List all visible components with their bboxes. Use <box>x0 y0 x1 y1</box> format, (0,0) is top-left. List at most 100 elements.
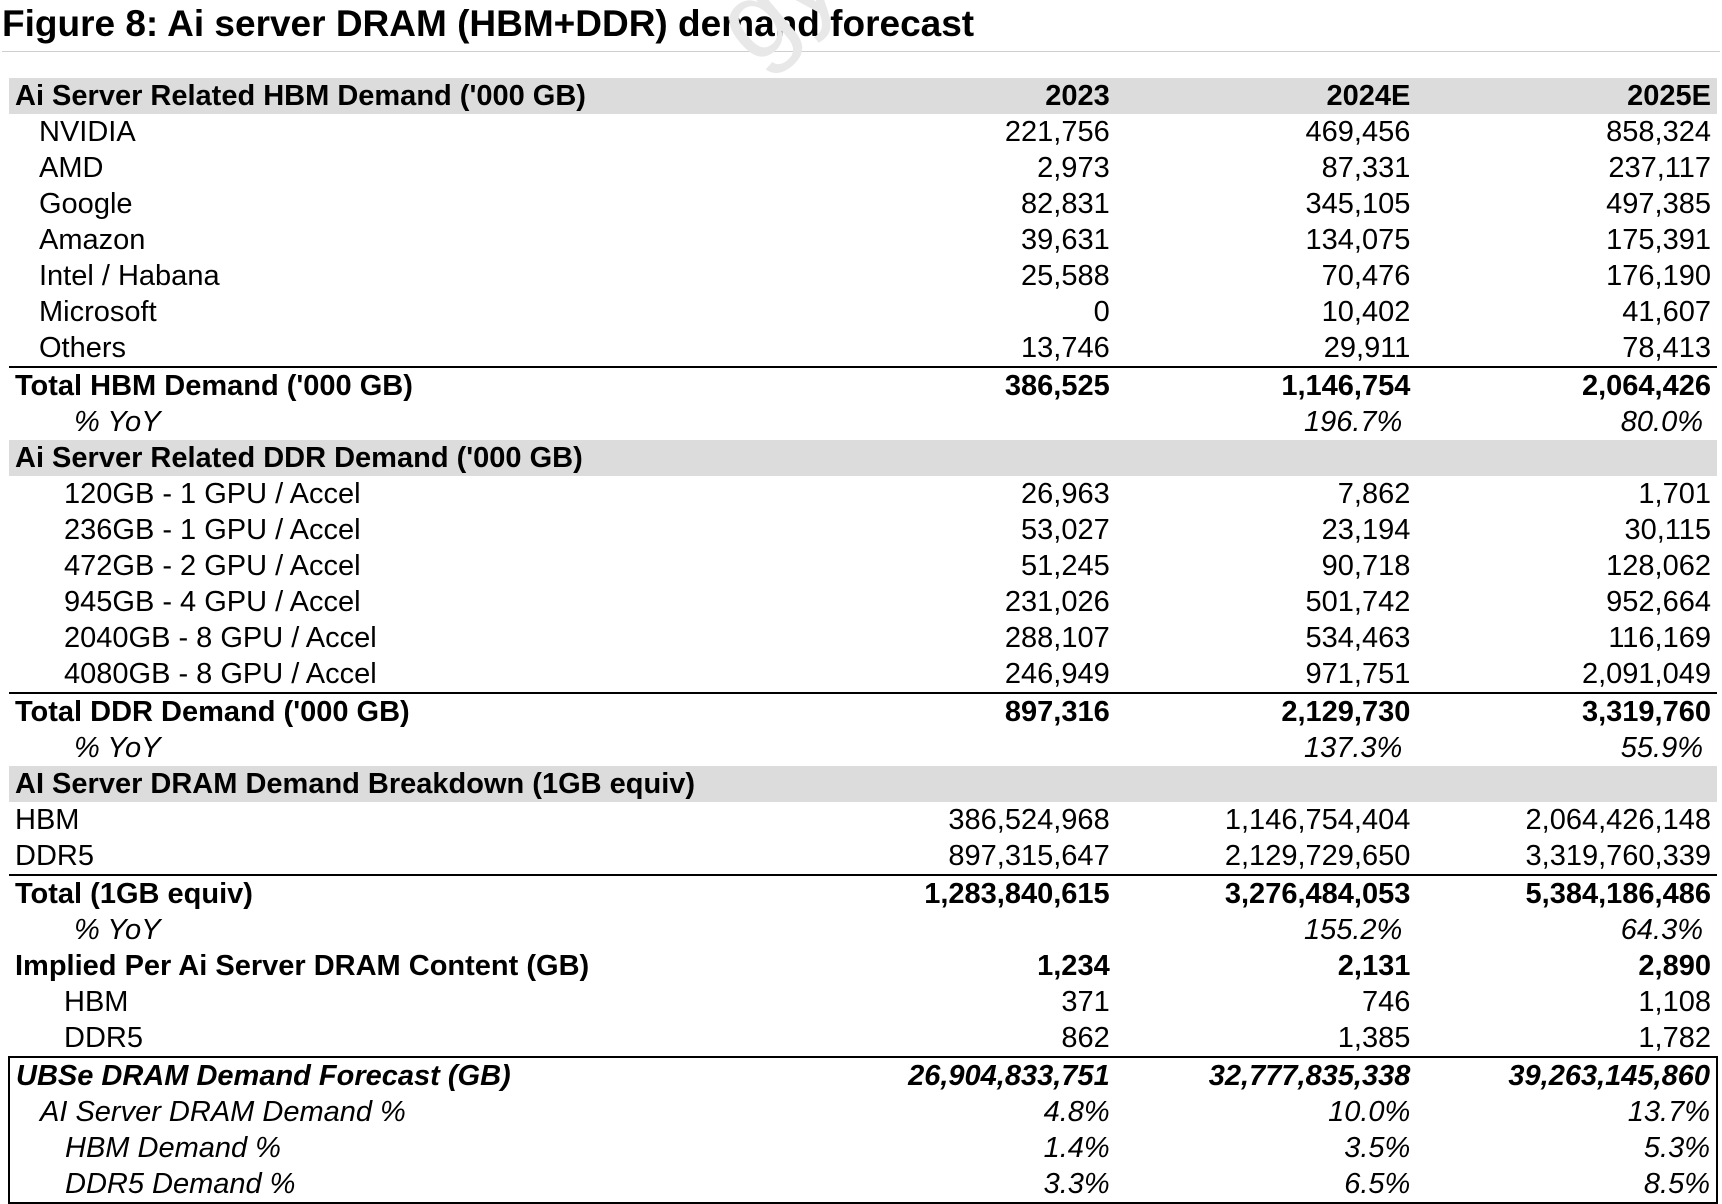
forecast-row: AI Server DRAM Demand % 4.8% 10.0% 13.7% <box>7 1094 1718 1130</box>
row-label: Microsoft <box>39 295 157 328</box>
cell-value: 8.5% <box>1416 1166 1718 1204</box>
cell-value: 2023 <box>889 78 1116 114</box>
row-label: AI Server DRAM Demand Breakdown (1GB equ… <box>9 766 890 802</box>
cell-value: 80.0% <box>1620 405 1703 438</box>
cell-value: 237,117 <box>1608 151 1711 184</box>
table-row: DDR5 862 1,385 1,782 <box>9 1020 1717 1057</box>
cell-value: 3.5% <box>1344 1131 1411 1164</box>
row-label: HBM Demand % <box>7 1130 890 1166</box>
table-row: 945GB - 4 GPU / Accel 231,026 501,742 952,6… <box>9 584 1717 620</box>
cell-value: 1,283,840,615 <box>889 874 1116 912</box>
cell-value: 2,973 <box>1037 151 1110 184</box>
cell-value: 3,319,760 <box>1416 692 1717 730</box>
cell-value: 746 <box>1361 985 1411 1018</box>
cell-value: 78,413 <box>1622 331 1711 364</box>
table-row: DDR5 897,315,647 2,129,729,650 3,319,760,33… <box>9 838 1717 875</box>
forecast-row: DDR5 Demand % 3.3% 6.5% 8.5% <box>7 1166 1718 1204</box>
cell-value <box>1416 766 1717 802</box>
cell-value: 55.9% <box>1620 731 1703 764</box>
cell-value: 2,131 <box>1337 949 1411 982</box>
cell-value: 858,324 <box>1606 115 1711 148</box>
cell-value: 1,234 <box>1037 949 1110 982</box>
cell-value: 176,190 <box>1606 259 1711 292</box>
cell-value: 2,064,426,148 <box>1525 803 1711 836</box>
cell-value <box>1416 440 1717 476</box>
cell-value: 196.7% <box>1303 405 1403 438</box>
cell-value: 2025E <box>1416 78 1717 114</box>
table-row: 472GB - 2 GPU / Accel 51,245 90,718 128,062 <box>9 548 1717 584</box>
cell-value: 3,319,760,339 <box>1525 839 1711 872</box>
cell-value: 41,607 <box>1622 295 1711 328</box>
row-label: Others <box>39 331 127 364</box>
cell-value: 1,385 <box>1337 1021 1411 1054</box>
cell-value: 897,316 <box>889 692 1116 730</box>
cell-value: 2,890 <box>1638 949 1711 982</box>
cell-value: 534,463 <box>1305 621 1411 654</box>
cell-value: 116,169 <box>1608 621 1711 654</box>
cell-value: 39,263,145,860 <box>1416 1056 1718 1094</box>
cell-value: 897,315,647 <box>948 839 1110 872</box>
dram-demand-table: Ai Server Related HBM Demand ('000 GB) 20… <box>7 78 1718 1204</box>
cell-value: 13.7% <box>1416 1094 1718 1130</box>
table-row: 2040GB - 8 GPU / Accel 288,107 534,463 116,… <box>9 620 1717 656</box>
cell-value: 469,456 <box>1305 115 1411 148</box>
cell-value: 862 <box>1061 1021 1110 1054</box>
cell-value: 2,129,730 <box>1115 692 1417 730</box>
row-label: AMD <box>39 151 104 184</box>
forecast-header-row: UBSe DRAM Demand Forecast (GB) 26,904,833… <box>7 1056 1718 1094</box>
row-label: 2040GB - 8 GPU / Accel <box>64 621 377 654</box>
cell-value: 1,782 <box>1638 1021 1711 1054</box>
row-label: 945GB - 4 GPU / Accel <box>64 585 361 618</box>
yoy-row-breakdown: % YoY 155.2% 64.3% <box>9 912 1717 948</box>
cell-value: 0 <box>1093 295 1110 328</box>
cell-value: 952,664 <box>1606 585 1711 618</box>
table-row: HBM 371 746 1,108 <box>9 984 1717 1020</box>
table-row: NVIDIA 221,756 469,456 858,324 <box>9 114 1717 150</box>
cell-value: 10.0% <box>1328 1095 1411 1128</box>
row-label: AI Server DRAM Demand % <box>7 1094 890 1130</box>
cell-value <box>1115 766 1417 802</box>
cell-value: 2,129,729,650 <box>1224 839 1411 872</box>
row-label: DDR5 <box>15 839 94 872</box>
section-header-hbm: Ai Server Related HBM Demand ('000 GB) 20… <box>9 78 1717 114</box>
cell-value: 64.3% <box>1620 913 1703 946</box>
cell-value: 82,831 <box>1021 187 1110 220</box>
cell-value: 39,631 <box>1021 223 1110 256</box>
section-header-ddr: Ai Server Related DDR Demand ('000 GB) <box>9 440 1717 476</box>
cell-value <box>889 912 1116 948</box>
cell-value: 155.2% <box>1303 913 1403 946</box>
cell-value: 6.5% <box>1115 1166 1417 1204</box>
cell-value: 3.3% <box>889 1166 1116 1204</box>
row-label: % YoY <box>74 731 161 764</box>
cell-value: 5.3% <box>1416 1130 1718 1166</box>
row-label: 4080GB - 8 GPU / Accel <box>64 657 377 690</box>
cell-value: 30,115 <box>1624 513 1711 546</box>
cell-value <box>889 766 1116 802</box>
forecast-row: HBM Demand % 1.4% 3.5% 5.3% <box>7 1130 1718 1166</box>
row-label: 472GB - 2 GPU / Accel <box>64 549 361 582</box>
row-label: NVIDIA <box>39 115 136 148</box>
cell-value <box>889 730 1116 766</box>
row-label: Total HBM Demand ('000 GB) <box>9 366 890 404</box>
total-row-breakdown: Total (1GB equiv) 1,283,840,615 3,276,484,… <box>9 874 1717 912</box>
cell-value: 70,476 <box>1321 259 1411 292</box>
row-label: DDR5 Demand % <box>7 1166 890 1204</box>
table-row: Microsoft 0 10,402 41,607 <box>9 294 1717 330</box>
cell-value: 1,146,754,404 <box>1224 803 1411 836</box>
row-label: Intel / Habana <box>39 259 220 292</box>
cell-value: 32,777,835,338 <box>1115 1056 1417 1094</box>
cell-value: 26,904,833,751 <box>889 1056 1116 1094</box>
table-row: 236GB - 1 GPU / Accel 53,027 23,194 30,115 <box>9 512 1717 548</box>
cell-value: 231,026 <box>1004 585 1110 618</box>
table-body: Ai Server Related HBM Demand ('000 GB) 20… <box>7 78 1718 1204</box>
cell-value: 53,027 <box>1021 513 1110 546</box>
cell-value: 2,091,049 <box>1581 657 1711 690</box>
table-row: 4080GB - 8 GPU / Accel 246,949 971,751 2,09… <box>9 656 1717 693</box>
cell-value: 221,756 <box>1004 115 1110 148</box>
cell-value: 10,402 <box>1321 295 1411 328</box>
cell-value: 128,062 <box>1606 549 1711 582</box>
cell-value: 3,276,484,053 <box>1115 874 1417 912</box>
cell-value: 371 <box>1061 985 1110 1018</box>
cell-value: 4.8% <box>1043 1095 1110 1128</box>
content-header-row: Implied Per Ai Server DRAM Content (GB) 1… <box>9 948 1717 984</box>
